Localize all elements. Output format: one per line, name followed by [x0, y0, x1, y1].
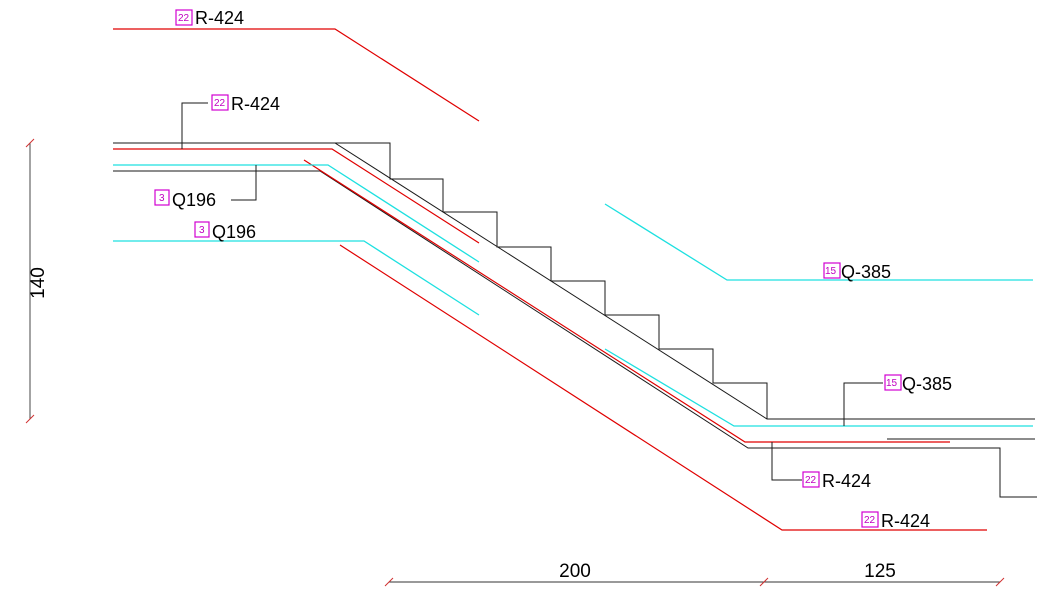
mesh-q196-lower — [113, 240, 480, 316]
mesh-q196-upper — [113, 164, 480, 263]
rebar-r424-group — [113, 28, 987, 531]
label-text: Q196 — [212, 222, 256, 242]
label-r424-landing: 22 R-424 — [802, 471, 871, 491]
dim-tick-left — [384, 577, 394, 587]
stair-steps — [335, 142, 768, 419]
tag-box — [861, 511, 879, 528]
label-q385-landing: 15 Q-385 — [884, 374, 952, 394]
leader-r424-landing — [771, 442, 802, 481]
bottom-slab-soffit — [113, 170, 1037, 498]
tag-number: 22 — [178, 13, 190, 24]
label-q196-lower: 3 Q196 — [194, 221, 256, 242]
label-q196-upper: 3 Q196 — [154, 189, 216, 210]
tag-number: 22 — [864, 515, 876, 526]
mesh-q385-landing — [604, 348, 1033, 427]
tag-box — [884, 374, 902, 391]
leader-q196-upper — [231, 165, 257, 201]
label-text: Q-385 — [841, 262, 891, 282]
rebar-bottom-diagonal — [339, 244, 987, 531]
rebar-top-bent — [113, 28, 480, 122]
dim-text-landing: 125 — [864, 561, 896, 582]
leader-r424-upper — [181, 102, 208, 149]
leader-q385-landing — [843, 382, 883, 426]
dim-tick-mid — [759, 577, 769, 587]
tag-box — [175, 9, 193, 26]
tag-number: 15 — [886, 378, 898, 389]
label-text: Q-385 — [902, 374, 952, 394]
tag-box — [823, 262, 841, 279]
dim-text-flight: 200 — [559, 561, 591, 582]
tag-box — [194, 221, 210, 238]
dim-tick-right — [995, 577, 1005, 587]
tag-number: 3 — [159, 193, 165, 204]
tag-number: 22 — [805, 475, 817, 486]
label-text: R-424 — [231, 94, 280, 114]
label-r424-bottom: 22 R-424 — [861, 511, 930, 531]
dimension-height: 140 — [25, 138, 49, 424]
tag-box — [211, 94, 229, 111]
tag-box — [802, 471, 820, 488]
mesh-q385-right — [604, 203, 1033, 281]
label-r424-top: 22 R-424 — [175, 8, 244, 28]
leader-lines — [181, 102, 883, 481]
tag-box — [154, 189, 170, 206]
mesh-q-group — [113, 164, 1033, 427]
dim-tick-top — [25, 138, 35, 148]
label-text: R-424 — [195, 8, 244, 28]
tag-number: 22 — [214, 98, 226, 109]
label-text: R-424 — [881, 511, 930, 531]
tag-number: 3 — [199, 225, 205, 236]
label-r424-upper: 22 R-424 — [211, 94, 280, 114]
label-q385-right: 15 Q-385 — [823, 262, 891, 282]
dimension-width: 200 125 — [384, 561, 1005, 587]
rebar-main-top — [113, 148, 480, 244]
dim-text-height: 140 — [28, 267, 49, 299]
rebar-main-diagonal — [303, 159, 950, 443]
tag-number: 15 — [825, 266, 837, 277]
dim-tick-bottom — [25, 414, 35, 424]
label-text: Q196 — [172, 190, 216, 210]
label-text: R-424 — [822, 471, 871, 491]
concrete-outline — [113, 142, 1037, 498]
